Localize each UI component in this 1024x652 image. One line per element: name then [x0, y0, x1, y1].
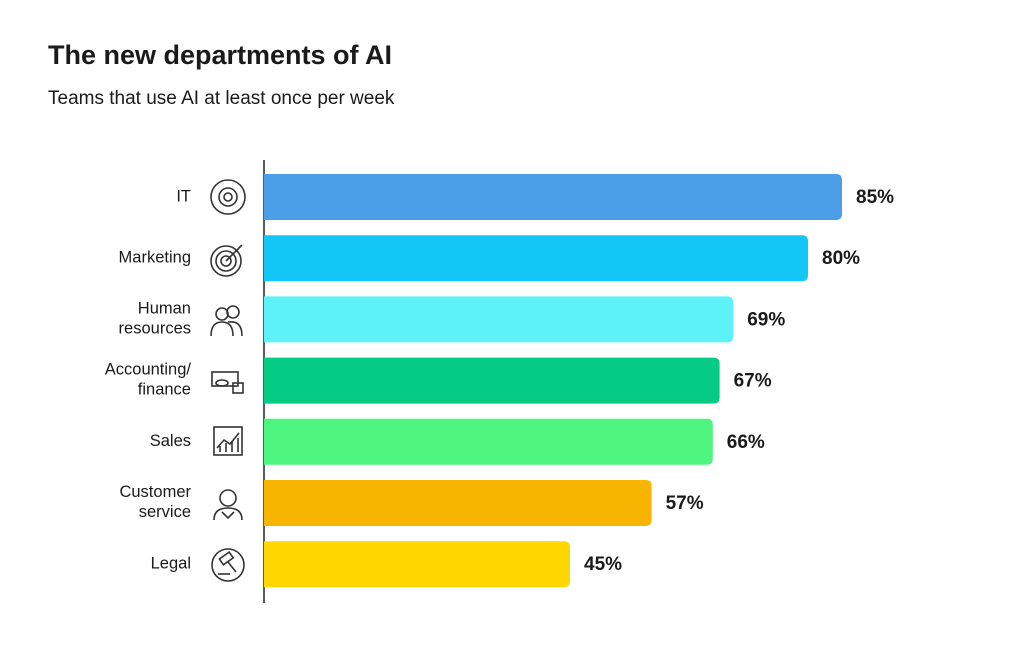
value-label: 69%: [747, 309, 785, 330]
value-label: 57%: [666, 493, 704, 514]
bar: [264, 174, 842, 220]
bar: [264, 418, 713, 465]
bar: [264, 296, 734, 343]
category-label: IT: [176, 187, 191, 205]
category-icons: [210, 179, 246, 582]
bar: [264, 357, 720, 404]
bar: [264, 541, 570, 588]
value-label: 66%: [727, 432, 765, 453]
bar: [264, 235, 808, 282]
bar: [264, 480, 652, 526]
chart-subtitle: Teams that use AI at least once per week: [48, 88, 395, 109]
category-label: Accounting/finance: [105, 361, 192, 399]
value-label: 45%: [584, 554, 622, 575]
value-label: 67%: [734, 371, 772, 392]
category-label: Legal: [151, 555, 191, 573]
value-label: 85%: [856, 187, 894, 208]
category-label: Marketing: [119, 249, 191, 267]
value-label: 80%: [822, 248, 860, 269]
category-label: Sales: [150, 432, 191, 450]
chart-title: The new departments of AI: [48, 40, 392, 70]
category-label: Customer service: [119, 483, 191, 521]
category-label: Human resources: [119, 300, 191, 338]
